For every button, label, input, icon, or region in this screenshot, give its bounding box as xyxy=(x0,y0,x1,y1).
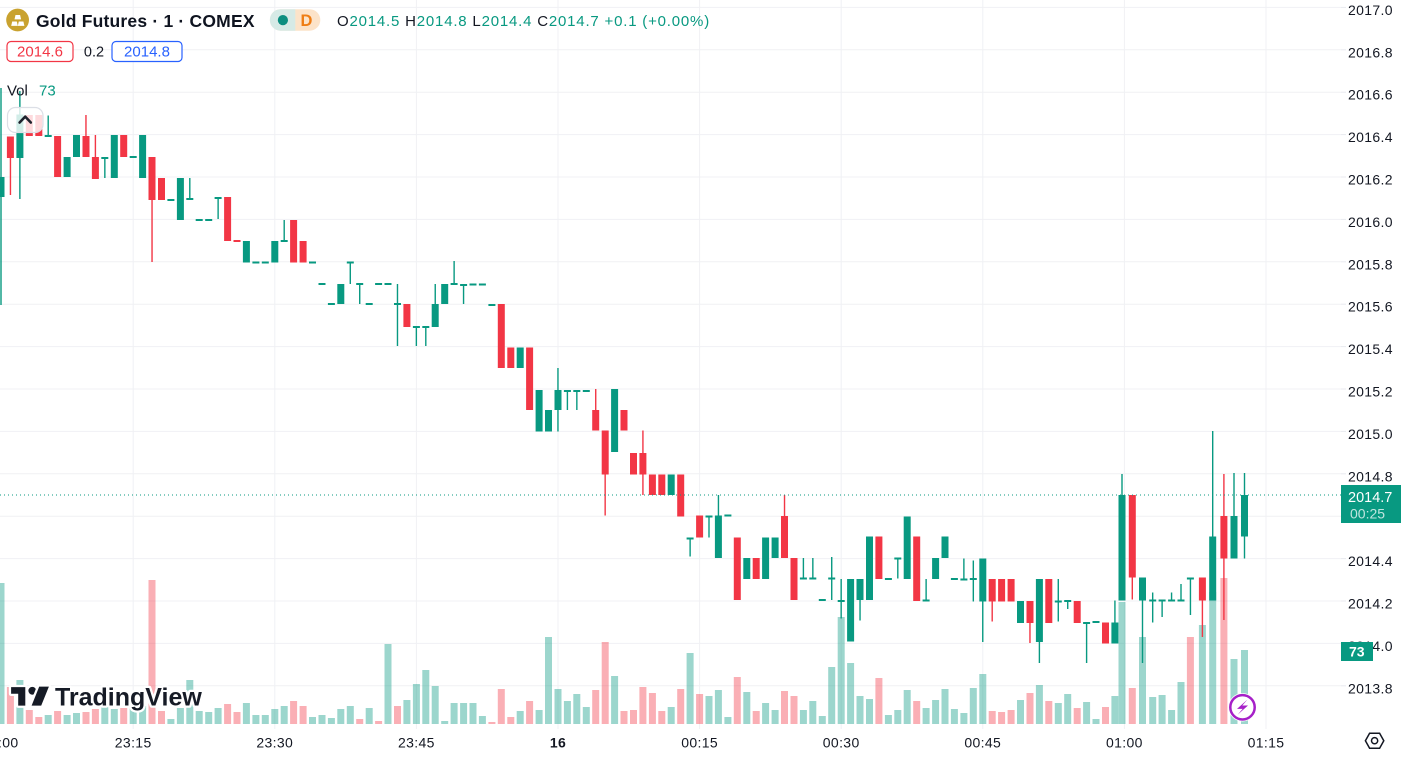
svg-text:2013.8: 2013.8 xyxy=(1348,680,1393,696)
svg-text:2016.6: 2016.6 xyxy=(1348,87,1393,103)
svg-text:2015.0: 2015.0 xyxy=(1348,426,1393,442)
svg-text:2015.4: 2015.4 xyxy=(1348,341,1393,357)
svg-text:01:00: 01:00 xyxy=(1106,735,1143,751)
svg-text:2014.7: 2014.7 xyxy=(1348,490,1392,506)
svg-text:23:45: 23:45 xyxy=(398,735,435,751)
svg-text::00: :00 xyxy=(0,735,19,751)
svg-text:O2014.5 H2014.8 L2014.4 C20: O2014.5 H2014.8 L2014.4 C2014.7 +0.1 (+0… xyxy=(337,13,710,30)
svg-text:2015.8: 2015.8 xyxy=(1348,256,1393,272)
svg-text:2014.8: 2014.8 xyxy=(1348,468,1393,484)
svg-text:Vol 73: Vol 73 xyxy=(7,83,56,100)
svg-text:2014.8: 2014.8 xyxy=(124,44,170,61)
svg-text:00:25: 00:25 xyxy=(1350,506,1385,522)
svg-text:2014.6: 2014.6 xyxy=(17,44,63,61)
svg-text:2016.4: 2016.4 xyxy=(1348,129,1393,145)
svg-text:16: 16 xyxy=(550,735,566,751)
svg-text:2017.0: 2017.0 xyxy=(1348,2,1393,18)
svg-text:D: D xyxy=(301,12,313,30)
svg-text:01:15: 01:15 xyxy=(1248,735,1285,751)
svg-text:2016.2: 2016.2 xyxy=(1348,172,1393,188)
svg-text:00:15: 00:15 xyxy=(681,735,718,751)
svg-text:Gold Futures · 1 · COMEX: Gold Futures · 1 · COMEX xyxy=(36,11,255,31)
svg-text:23:15: 23:15 xyxy=(115,735,152,751)
svg-text:23:30: 23:30 xyxy=(256,735,293,751)
svg-text:2014.2: 2014.2 xyxy=(1348,596,1393,612)
svg-text:2015.6: 2015.6 xyxy=(1348,299,1393,315)
svg-text:0.2: 0.2 xyxy=(84,45,104,61)
svg-text:TradingView: TradingView xyxy=(55,684,202,712)
svg-text:2016.8: 2016.8 xyxy=(1348,44,1393,60)
svg-text:2014.4: 2014.4 xyxy=(1348,553,1393,569)
svg-text:00:45: 00:45 xyxy=(964,735,1001,751)
svg-text:2016.0: 2016.0 xyxy=(1348,214,1393,230)
svg-text:00:30: 00:30 xyxy=(823,735,860,751)
svg-text:73: 73 xyxy=(1349,644,1365,660)
svg-text:2015.2: 2015.2 xyxy=(1348,384,1393,400)
